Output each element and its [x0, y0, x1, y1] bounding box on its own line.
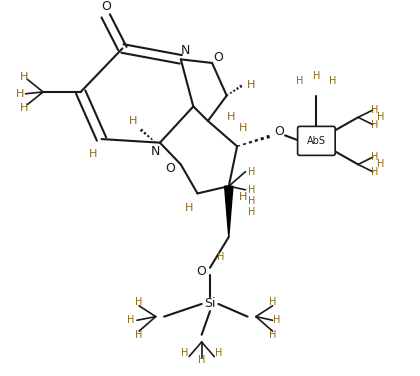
Text: H: H [181, 348, 189, 358]
Text: O: O [197, 265, 207, 278]
Text: H: H [185, 203, 193, 213]
Text: H: H [217, 252, 224, 262]
Text: H: H [378, 112, 385, 122]
Text: H: H [329, 76, 337, 86]
Text: H: H [371, 152, 378, 162]
Text: H: H [248, 185, 255, 195]
Text: H: H [227, 112, 235, 122]
FancyBboxPatch shape [298, 126, 335, 155]
Text: H: H [248, 167, 255, 177]
Text: O: O [274, 125, 284, 138]
Text: H: H [269, 330, 276, 340]
Text: H: H [20, 73, 29, 82]
Text: H: H [135, 330, 143, 340]
Text: H: H [269, 297, 276, 307]
Text: H: H [89, 149, 97, 159]
Text: N: N [180, 44, 190, 57]
Text: H: H [371, 167, 378, 177]
Text: H: H [129, 116, 137, 126]
Text: H: H [215, 348, 222, 358]
Polygon shape [225, 186, 233, 237]
Text: H: H [239, 123, 247, 133]
Text: O: O [101, 0, 110, 13]
Text: H: H [247, 80, 255, 90]
Text: H: H [313, 71, 320, 80]
Text: H: H [239, 192, 247, 202]
Text: H: H [248, 206, 255, 217]
Text: H: H [135, 297, 143, 307]
Text: H: H [248, 196, 255, 206]
Text: O: O [165, 162, 175, 174]
Text: AbS: AbS [307, 136, 326, 146]
Text: H: H [296, 76, 303, 86]
Text: H: H [273, 315, 281, 325]
Text: O: O [213, 51, 223, 64]
Text: H: H [378, 159, 385, 170]
Text: H: H [127, 315, 134, 325]
Text: H: H [20, 103, 29, 113]
Text: H: H [371, 105, 378, 115]
Text: H: H [198, 355, 205, 365]
Text: N: N [151, 145, 160, 158]
Text: H: H [16, 89, 24, 99]
Text: H: H [371, 120, 378, 130]
Text: Si: Si [204, 297, 216, 311]
